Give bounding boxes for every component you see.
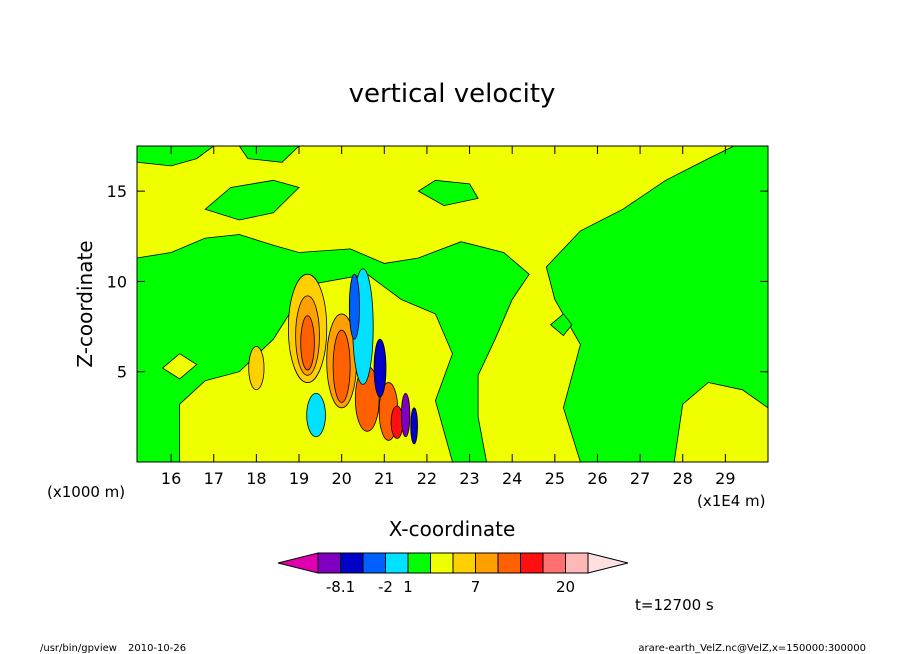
colorbar: -8.1 -2 1 7 20 [277, 552, 629, 596]
colorbar-swatch [497, 552, 521, 574]
colorbar-tick-label: 1 [403, 578, 413, 596]
colorbar-tick-label: 7 [471, 578, 481, 596]
x-axis-scale-label: (x1E4 m) [697, 492, 766, 510]
colorbar-swatch [565, 552, 589, 574]
x-tick-label: 23 [459, 469, 479, 488]
x-tick-label: 17 [204, 469, 224, 488]
x-tick-label: 21 [374, 469, 394, 488]
field-region [161, 353, 198, 380]
x-tick-label: 24 [502, 469, 522, 488]
field-cell [300, 315, 315, 371]
colorbar-swatch [430, 552, 454, 574]
footer-date: 2010-10-26 [128, 643, 186, 654]
x-tick-label: 19 [289, 469, 309, 488]
colorbar-tick-label: -8.1 [326, 578, 355, 596]
footer-program: /usr/bin/gpview [40, 643, 117, 654]
x-tick-label: 28 [673, 469, 693, 488]
field-cell [410, 407, 418, 445]
y-tick-label: 10 [107, 272, 127, 291]
colorbar-tick-label: 20 [556, 578, 575, 596]
time-label: t=12700 s [635, 596, 714, 614]
colorbar-high-arrow [587, 552, 629, 574]
chart-title: vertical velocity [349, 79, 556, 109]
plot-frame [136, 145, 769, 463]
field-cell [306, 392, 326, 438]
field-region [549, 313, 573, 337]
field-cell [332, 329, 351, 403]
field-region [204, 179, 300, 221]
x-tick-label: 18 [246, 469, 266, 488]
x-axis: 16 17 18 19 20 21 22 23 24 25 26 27 28 29 [161, 146, 736, 488]
footer-source: arare-earth_VelZ.nc@VelZ,x=150000:300000 [638, 643, 866, 654]
field-cell [348, 273, 360, 340]
x-tick-label: 25 [545, 469, 565, 488]
y-tick-label: 15 [107, 182, 127, 201]
field-cell [400, 392, 411, 438]
colorbar-swatch [317, 552, 341, 574]
velocity-field [136, 145, 769, 463]
x-tick-label: 29 [715, 469, 735, 488]
colorbar-swatch [385, 552, 409, 574]
colorbar-swatch [542, 552, 566, 574]
colorbar-swatch [362, 552, 386, 574]
x-axis-label: X-coordinate [389, 517, 516, 541]
y-axis: 5 10 15 [107, 182, 768, 382]
x-tick-label: 27 [630, 469, 650, 488]
field-cell [373, 338, 387, 398]
x-axis-units-label: (x1000 m) [47, 483, 125, 501]
colorbar-tick-label: -2 [378, 578, 393, 596]
y-axis-label: Z-coordinate [73, 240, 97, 367]
x-tick-label: 22 [417, 469, 437, 488]
x-tick-label: 26 [587, 469, 607, 488]
colorbar-swatch [520, 552, 544, 574]
x-tick-label: 16 [161, 469, 181, 488]
colorbar-swatch [475, 552, 499, 574]
colorbar-low-arrow [277, 552, 319, 574]
colorbar-swatch [340, 552, 364, 574]
colorbar-swatch [452, 552, 476, 574]
y-tick-label: 5 [117, 363, 127, 382]
field-cell [248, 346, 265, 391]
plot-area: 16 17 18 19 20 21 22 23 24 25 26 27 28 29 5 10 15 [107, 145, 769, 488]
colorbar-swatch [407, 552, 431, 574]
x-tick-label: 20 [331, 469, 351, 488]
field-region [417, 179, 479, 207]
